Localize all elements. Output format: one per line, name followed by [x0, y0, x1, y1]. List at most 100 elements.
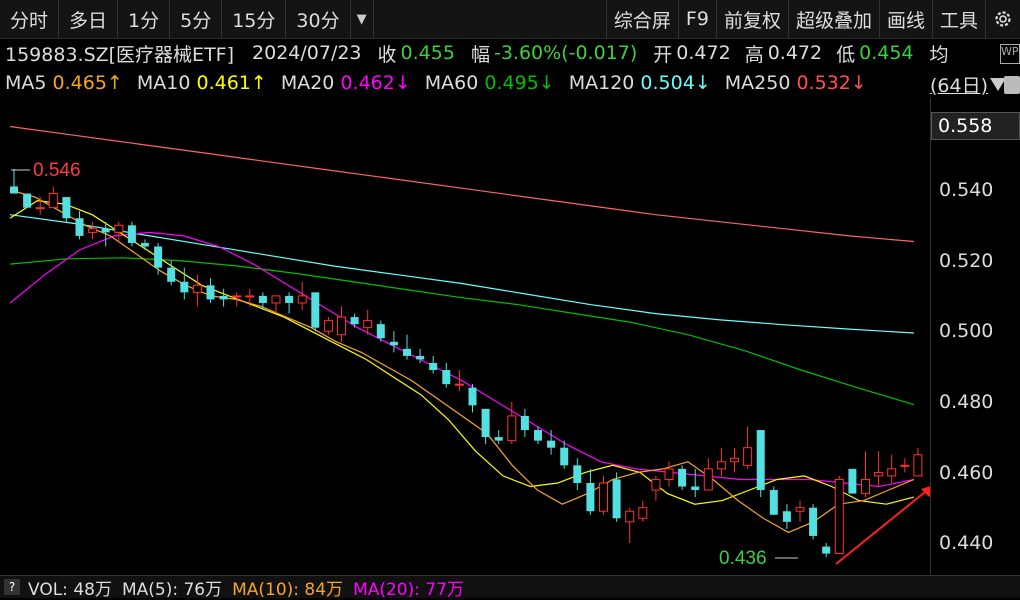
candle[interactable] — [219, 288, 228, 307]
candle[interactable] — [599, 475, 608, 515]
candle[interactable] — [822, 543, 831, 558]
candle[interactable] — [468, 384, 477, 413]
candle[interactable] — [691, 468, 700, 498]
candle[interactable] — [114, 221, 124, 243]
candle[interactable] — [403, 334, 411, 360]
candle[interactable] — [887, 454, 897, 483]
candle-body-down — [376, 324, 385, 339]
candle[interactable] — [507, 401, 517, 445]
candle[interactable] — [481, 408, 490, 445]
candle[interactable] — [127, 221, 136, 247]
side-panel-icon[interactable]: WP — [1000, 44, 1020, 64]
side-toggle-icon[interactable] — [1004, 76, 1020, 94]
candle[interactable] — [297, 281, 307, 311]
candle[interactable] — [285, 292, 294, 314]
candle[interactable] — [206, 278, 215, 303]
change-value: -3.60%(-0.017) — [493, 42, 638, 64]
candle[interactable] — [716, 447, 726, 476]
candle[interactable] — [167, 260, 176, 286]
period-dropdown-icon[interactable] — [990, 78, 1006, 91]
candle[interactable] — [429, 355, 438, 374]
candle[interactable] — [192, 274, 202, 307]
candle[interactable] — [337, 306, 346, 342]
candle[interactable] — [180, 267, 189, 300]
candle[interactable] — [534, 426, 542, 445]
candle[interactable] — [154, 242, 163, 275]
candle[interactable] — [874, 451, 884, 487]
candle[interactable] — [350, 313, 359, 328]
tab-5min[interactable]: 5分 — [170, 0, 223, 38]
candle-body-down — [350, 317, 359, 325]
candle[interactable] — [730, 447, 739, 473]
comprehensive-screen-button[interactable]: 综合屏 — [605, 0, 678, 38]
candle[interactable] — [703, 458, 713, 491]
draw-line-button[interactable]: 画线 — [878, 0, 932, 38]
candle[interactable] — [520, 408, 529, 438]
candle[interactable] — [756, 430, 765, 498]
candle[interactable] — [638, 500, 648, 522]
super-overlay-button[interactable]: 超级叠加 — [787, 0, 879, 38]
candle[interactable] — [88, 221, 98, 240]
candle[interactable] — [232, 292, 242, 307]
candle[interactable] — [376, 320, 385, 342]
candle[interactable] — [769, 486, 778, 515]
candle[interactable] — [547, 430, 556, 455]
candle-body-down — [547, 440, 556, 448]
tools-button[interactable]: 工具 — [931, 0, 985, 38]
candle[interactable] — [586, 468, 595, 515]
candle[interactable] — [141, 239, 149, 251]
tab-30min[interactable]: 30分 — [286, 0, 351, 38]
period-selector[interactable]: (64日) — [929, 75, 988, 97]
candle[interactable] — [900, 458, 910, 473]
ma120-value: 0.504↓ — [640, 72, 711, 94]
candle[interactable] — [625, 507, 635, 543]
candle[interactable] — [743, 426, 753, 469]
candle[interactable] — [560, 440, 569, 469]
candle[interactable] — [35, 197, 45, 215]
candle[interactable] — [612, 472, 621, 522]
ma20-value: 0.462↓ — [340, 72, 411, 94]
candle[interactable] — [271, 295, 281, 314]
gear-icon[interactable] — [985, 0, 1020, 38]
candle[interactable] — [245, 288, 255, 307]
candle[interactable] — [782, 504, 791, 529]
candle[interactable] — [10, 168, 18, 194]
tab-fenshi[interactable]: 分时 — [0, 0, 60, 38]
candle-body-up — [363, 320, 373, 329]
candle[interactable] — [75, 211, 84, 240]
candle[interactable] — [795, 500, 805, 522]
help-icon[interactable]: ? — [4, 579, 20, 595]
tab-duori[interactable]: 多日 — [59, 0, 119, 38]
candle[interactable] — [101, 221, 110, 247]
candle[interactable] — [258, 292, 267, 311]
candle[interactable] — [809, 504, 818, 540]
candle[interactable] — [416, 348, 425, 363]
candle[interactable] — [454, 370, 464, 392]
candle[interactable] — [363, 310, 373, 335]
dropdown-icon[interactable]: ▼ — [351, 0, 374, 38]
candle[interactable] — [664, 461, 674, 487]
tab-1min[interactable]: 1分 — [118, 0, 171, 38]
candle[interactable] — [389, 331, 398, 353]
tab-15min[interactable]: 15分 — [222, 0, 287, 38]
candle[interactable] — [23, 193, 32, 208]
candle[interactable] — [442, 362, 451, 388]
forward-adjust-button[interactable]: 前复权 — [715, 0, 788, 38]
candle[interactable] — [848, 468, 857, 494]
candle[interactable] — [62, 197, 71, 222]
candle-body-down — [782, 511, 791, 522]
candlestick-chart[interactable]: 0.546 0.436 — [0, 98, 930, 574]
trend-arrow — [835, 487, 930, 565]
candle[interactable] — [48, 186, 58, 209]
candle[interactable] — [323, 317, 333, 335]
candle[interactable] — [573, 458, 582, 491]
candle[interactable] — [311, 292, 320, 332]
candle[interactable] — [494, 430, 503, 445]
toolbar-right: 综合屏 F9 前复权 超级叠加 画线 工具 — [605, 0, 1020, 38]
candle[interactable] — [861, 451, 870, 498]
candle[interactable] — [834, 475, 844, 555]
candle[interactable] — [678, 465, 687, 491]
candle[interactable] — [651, 475, 661, 501]
candle[interactable] — [913, 447, 923, 477]
f9-button[interactable]: F9 — [677, 0, 716, 38]
